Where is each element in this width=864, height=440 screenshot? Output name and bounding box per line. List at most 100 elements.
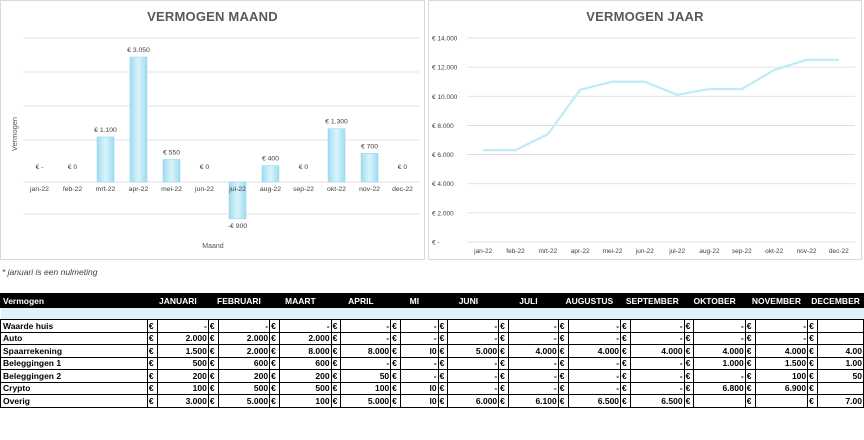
amount-cell[interactable]: 8.000 xyxy=(278,344,332,358)
amount-cell[interactable]: 600 xyxy=(217,356,271,370)
amount-cell[interactable]: 1.500 xyxy=(754,356,809,370)
amount-cell[interactable]: 7.00 xyxy=(817,394,864,408)
data-label: € 1.100 xyxy=(94,127,117,134)
amount-cell[interactable]: - xyxy=(630,319,685,333)
currency-symbol: € xyxy=(330,381,342,395)
amount-cell[interactable]: - xyxy=(693,319,746,333)
amount-cell[interactable]: 100 xyxy=(754,369,809,383)
amount-cell[interactable]: 500 xyxy=(278,381,332,395)
amount-cell[interactable]: 600 xyxy=(278,356,332,370)
amount-cell[interactable]: 2.000 xyxy=(217,331,271,345)
x-axis-label: Maand xyxy=(202,243,224,250)
amount-cell[interactable]: 500 xyxy=(217,381,271,395)
amount-cell[interactable]: 5.000 xyxy=(447,344,500,358)
amount-cell[interactable]: - xyxy=(447,381,500,395)
amount-cell[interactable]: 200 xyxy=(156,369,209,383)
amount-cell[interactable]: 2.000 xyxy=(217,344,271,358)
amount-cell[interactable]: 6.800 xyxy=(693,381,746,395)
header-month: JANUARI xyxy=(146,293,209,308)
currency-symbol: € xyxy=(207,356,219,370)
currency-symbol: € xyxy=(557,394,569,408)
currency-symbol: € xyxy=(807,356,819,370)
amount-cell[interactable]: 4.000 xyxy=(630,344,685,358)
amount-cell[interactable]: - xyxy=(693,369,746,383)
amount-cell[interactable]: - xyxy=(754,331,809,345)
amount-cell[interactable]: - xyxy=(754,319,809,333)
amount-cell[interactable]: - xyxy=(447,356,500,370)
amount-cell[interactable]: I0 xyxy=(400,394,439,408)
amount-cell[interactable] xyxy=(754,394,809,408)
amount-cell[interactable] xyxy=(817,331,864,345)
amount-cell[interactable]: - xyxy=(567,381,622,395)
amount-cell[interactable]: 4.000 xyxy=(693,344,746,358)
amount-cell[interactable]: 6.500 xyxy=(567,394,622,408)
amount-cell[interactable] xyxy=(693,394,746,408)
table-header-row: Vermogen JANUARI FEBRUARI MAART APRIL MI JUNI J… xyxy=(0,293,864,308)
header-month: NOVEMBER xyxy=(744,293,809,308)
amount-cell[interactable]: 5.000 xyxy=(217,394,271,408)
amount-cell[interactable]: 100 xyxy=(278,394,332,408)
amount-cell[interactable]: 4.00 xyxy=(817,344,864,358)
amount-cell[interactable]: - xyxy=(340,356,392,370)
amount-cell[interactable]: - xyxy=(693,331,746,345)
amount-cell[interactable]: 200 xyxy=(217,369,271,383)
data-label: € 0 xyxy=(398,164,408,171)
amount-cell[interactable]: - xyxy=(630,331,685,345)
amount-cell[interactable]: 100 xyxy=(156,381,209,395)
amount-cell[interactable]: - xyxy=(567,369,622,383)
amount-cell[interactable]: 2.000 xyxy=(278,331,332,345)
amount-cell[interactable]: 50 xyxy=(817,369,864,383)
amount-cell[interactable]: 5.000 xyxy=(340,394,392,408)
amount-cell[interactable]: 4.000 xyxy=(508,344,559,358)
amount-cell[interactable]: 6.500 xyxy=(630,394,685,408)
currency-symbol: € xyxy=(807,381,819,395)
amount-cell[interactable]: - xyxy=(508,331,559,345)
amount-cell[interactable]: - xyxy=(278,319,332,333)
amount-cell[interactable]: - xyxy=(508,356,559,370)
currency-symbol: € xyxy=(498,331,509,345)
amount-cell[interactable] xyxy=(817,319,864,333)
amount-cell[interactable]: - xyxy=(217,319,271,333)
amount-cell[interactable]: I0 xyxy=(400,344,439,358)
amount-cell[interactable]: - xyxy=(567,319,622,333)
amount-cell[interactable]: I0 xyxy=(400,381,439,395)
amount-cell[interactable]: - xyxy=(447,319,500,333)
currency-symbol: € xyxy=(498,344,509,358)
amount-cell[interactable]: - xyxy=(567,356,622,370)
amount-cell[interactable]: 1.000 xyxy=(693,356,746,370)
amount-cell[interactable]: - xyxy=(508,381,559,395)
amount-cell[interactable]: 1.00 xyxy=(817,356,864,370)
amount-cell[interactable]: 4.000 xyxy=(754,344,809,358)
amount-cell[interactable]: - xyxy=(447,331,500,345)
amount-cell[interactable]: - xyxy=(508,319,559,333)
amount-cell[interactable]: - xyxy=(400,319,439,333)
amount-cell[interactable]: 3.000 xyxy=(156,394,209,408)
amount-cell[interactable]: - xyxy=(340,331,392,345)
amount-cell[interactable]: - xyxy=(567,331,622,345)
x-tick-label: feb-22 xyxy=(506,248,525,255)
amount-cell[interactable]: 6.000 xyxy=(447,394,500,408)
currency-symbol: € xyxy=(620,356,631,370)
amount-cell[interactable]: 500 xyxy=(156,356,209,370)
amount-cell[interactable]: - xyxy=(340,319,392,333)
amount-cell[interactable]: - xyxy=(400,331,439,345)
amount-cell[interactable]: - xyxy=(400,356,439,370)
amount-cell[interactable]: 8.000 xyxy=(340,344,392,358)
amount-cell[interactable]: - xyxy=(447,369,500,383)
amount-cell[interactable]: - xyxy=(508,369,559,383)
amount-cell[interactable]: 4.000 xyxy=(567,344,622,358)
amount-cell[interactable]: 50 xyxy=(340,369,392,383)
amount-cell[interactable]: 100 xyxy=(340,381,392,395)
amount-cell[interactable]: 6.900 xyxy=(754,381,809,395)
amount-cell[interactable]: - xyxy=(630,381,685,395)
amount-cell[interactable]: 200 xyxy=(278,369,332,383)
amount-cell[interactable]: 6.100 xyxy=(508,394,559,408)
amount-cell[interactable]: 1.500 xyxy=(156,344,209,358)
amount-cell[interactable]: - xyxy=(156,319,209,333)
amount-cell[interactable]: - xyxy=(630,356,685,370)
amount-cell[interactable] xyxy=(817,381,864,395)
amount-cell[interactable]: - xyxy=(400,369,439,383)
amount-cell[interactable]: 2.000 xyxy=(156,331,209,345)
currency-symbol: € xyxy=(620,344,631,358)
amount-cell[interactable]: - xyxy=(630,369,685,383)
